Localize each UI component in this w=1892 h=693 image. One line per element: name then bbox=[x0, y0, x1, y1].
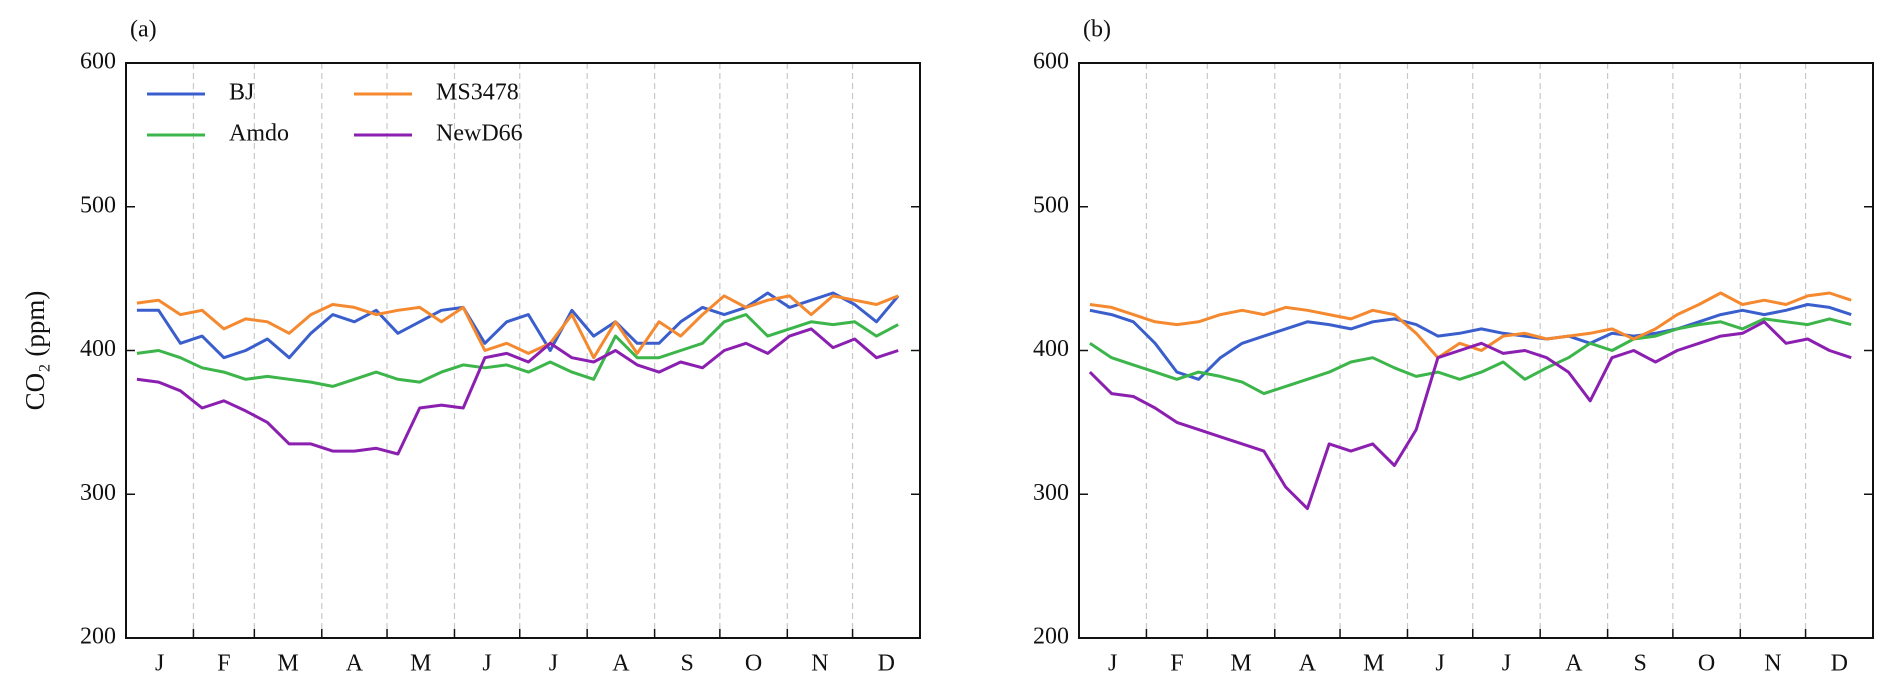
panel-title: (a) bbox=[130, 17, 157, 43]
x-tick-label: J bbox=[549, 651, 558, 677]
panel: (a) CO₂ (ppm) J F M A M J J A S O N D 200 300 400 500 600 B… bbox=[20, 17, 921, 677]
y-tick-label: 500 bbox=[80, 192, 116, 218]
panel-title: (b) bbox=[1083, 17, 1111, 43]
series-line bbox=[1089, 317, 1852, 396]
panel: (b) J F M A M J J A S O N D 200 300 400 500 600 bbox=[1033, 17, 1874, 677]
plot-frame bbox=[125, 62, 921, 639]
legend-label: MS3478 bbox=[436, 80, 519, 106]
x-tick-label: F bbox=[217, 651, 230, 677]
x-tick-label: M bbox=[277, 651, 298, 677]
x-tick-label: O bbox=[1698, 651, 1715, 677]
series-line bbox=[136, 291, 900, 360]
x-tick-label: D bbox=[878, 651, 895, 677]
series-line bbox=[136, 327, 899, 456]
y-tick-label: 200 bbox=[80, 624, 116, 650]
x-tick-label: N bbox=[1764, 651, 1781, 677]
x-tick-label: J bbox=[1108, 651, 1117, 677]
y-tick-label: 400 bbox=[80, 336, 116, 362]
x-tick-label: J bbox=[482, 651, 491, 677]
x-tick-label: J bbox=[1435, 651, 1444, 677]
x-tick-label: A bbox=[1299, 651, 1317, 677]
x-tick-label: S bbox=[681, 651, 694, 677]
x-tick-label: A bbox=[612, 651, 630, 677]
legend-label: BJ bbox=[229, 80, 254, 106]
series-line bbox=[1089, 303, 1852, 381]
y-tick-label: 200 bbox=[1033, 624, 1069, 650]
plot-frame bbox=[1078, 62, 1874, 639]
series-line bbox=[1088, 320, 1852, 511]
x-tick-label: J bbox=[155, 651, 164, 677]
x-tick-label: M bbox=[1363, 651, 1384, 677]
series-line bbox=[136, 313, 899, 388]
y-tick-label: 300 bbox=[1033, 480, 1069, 506]
x-tick-label: F bbox=[1170, 651, 1183, 677]
x-tick-label: A bbox=[1565, 651, 1583, 677]
series-line bbox=[136, 294, 899, 360]
y-tick-label: 300 bbox=[80, 480, 116, 506]
x-tick-label: S bbox=[1634, 651, 1647, 677]
x-tick-label: M bbox=[410, 651, 431, 677]
x-tick-label: O bbox=[745, 651, 762, 677]
legend-label: Amdo bbox=[229, 121, 289, 147]
x-tick-label: M bbox=[1230, 651, 1251, 677]
y-tick-label: 500 bbox=[1033, 192, 1069, 218]
y-axis-label: CO₂ (ppm) bbox=[20, 291, 50, 411]
x-tick-label: N bbox=[811, 651, 828, 677]
y-tick-label: 600 bbox=[80, 49, 116, 75]
legend-label: NewD66 bbox=[436, 121, 523, 147]
x-tick-label: J bbox=[1502, 651, 1511, 677]
x-tick-label: A bbox=[346, 651, 364, 677]
x-tick-label: D bbox=[1831, 651, 1848, 677]
y-tick-label: 400 bbox=[1033, 336, 1069, 362]
y-tick-label: 600 bbox=[1033, 49, 1069, 75]
